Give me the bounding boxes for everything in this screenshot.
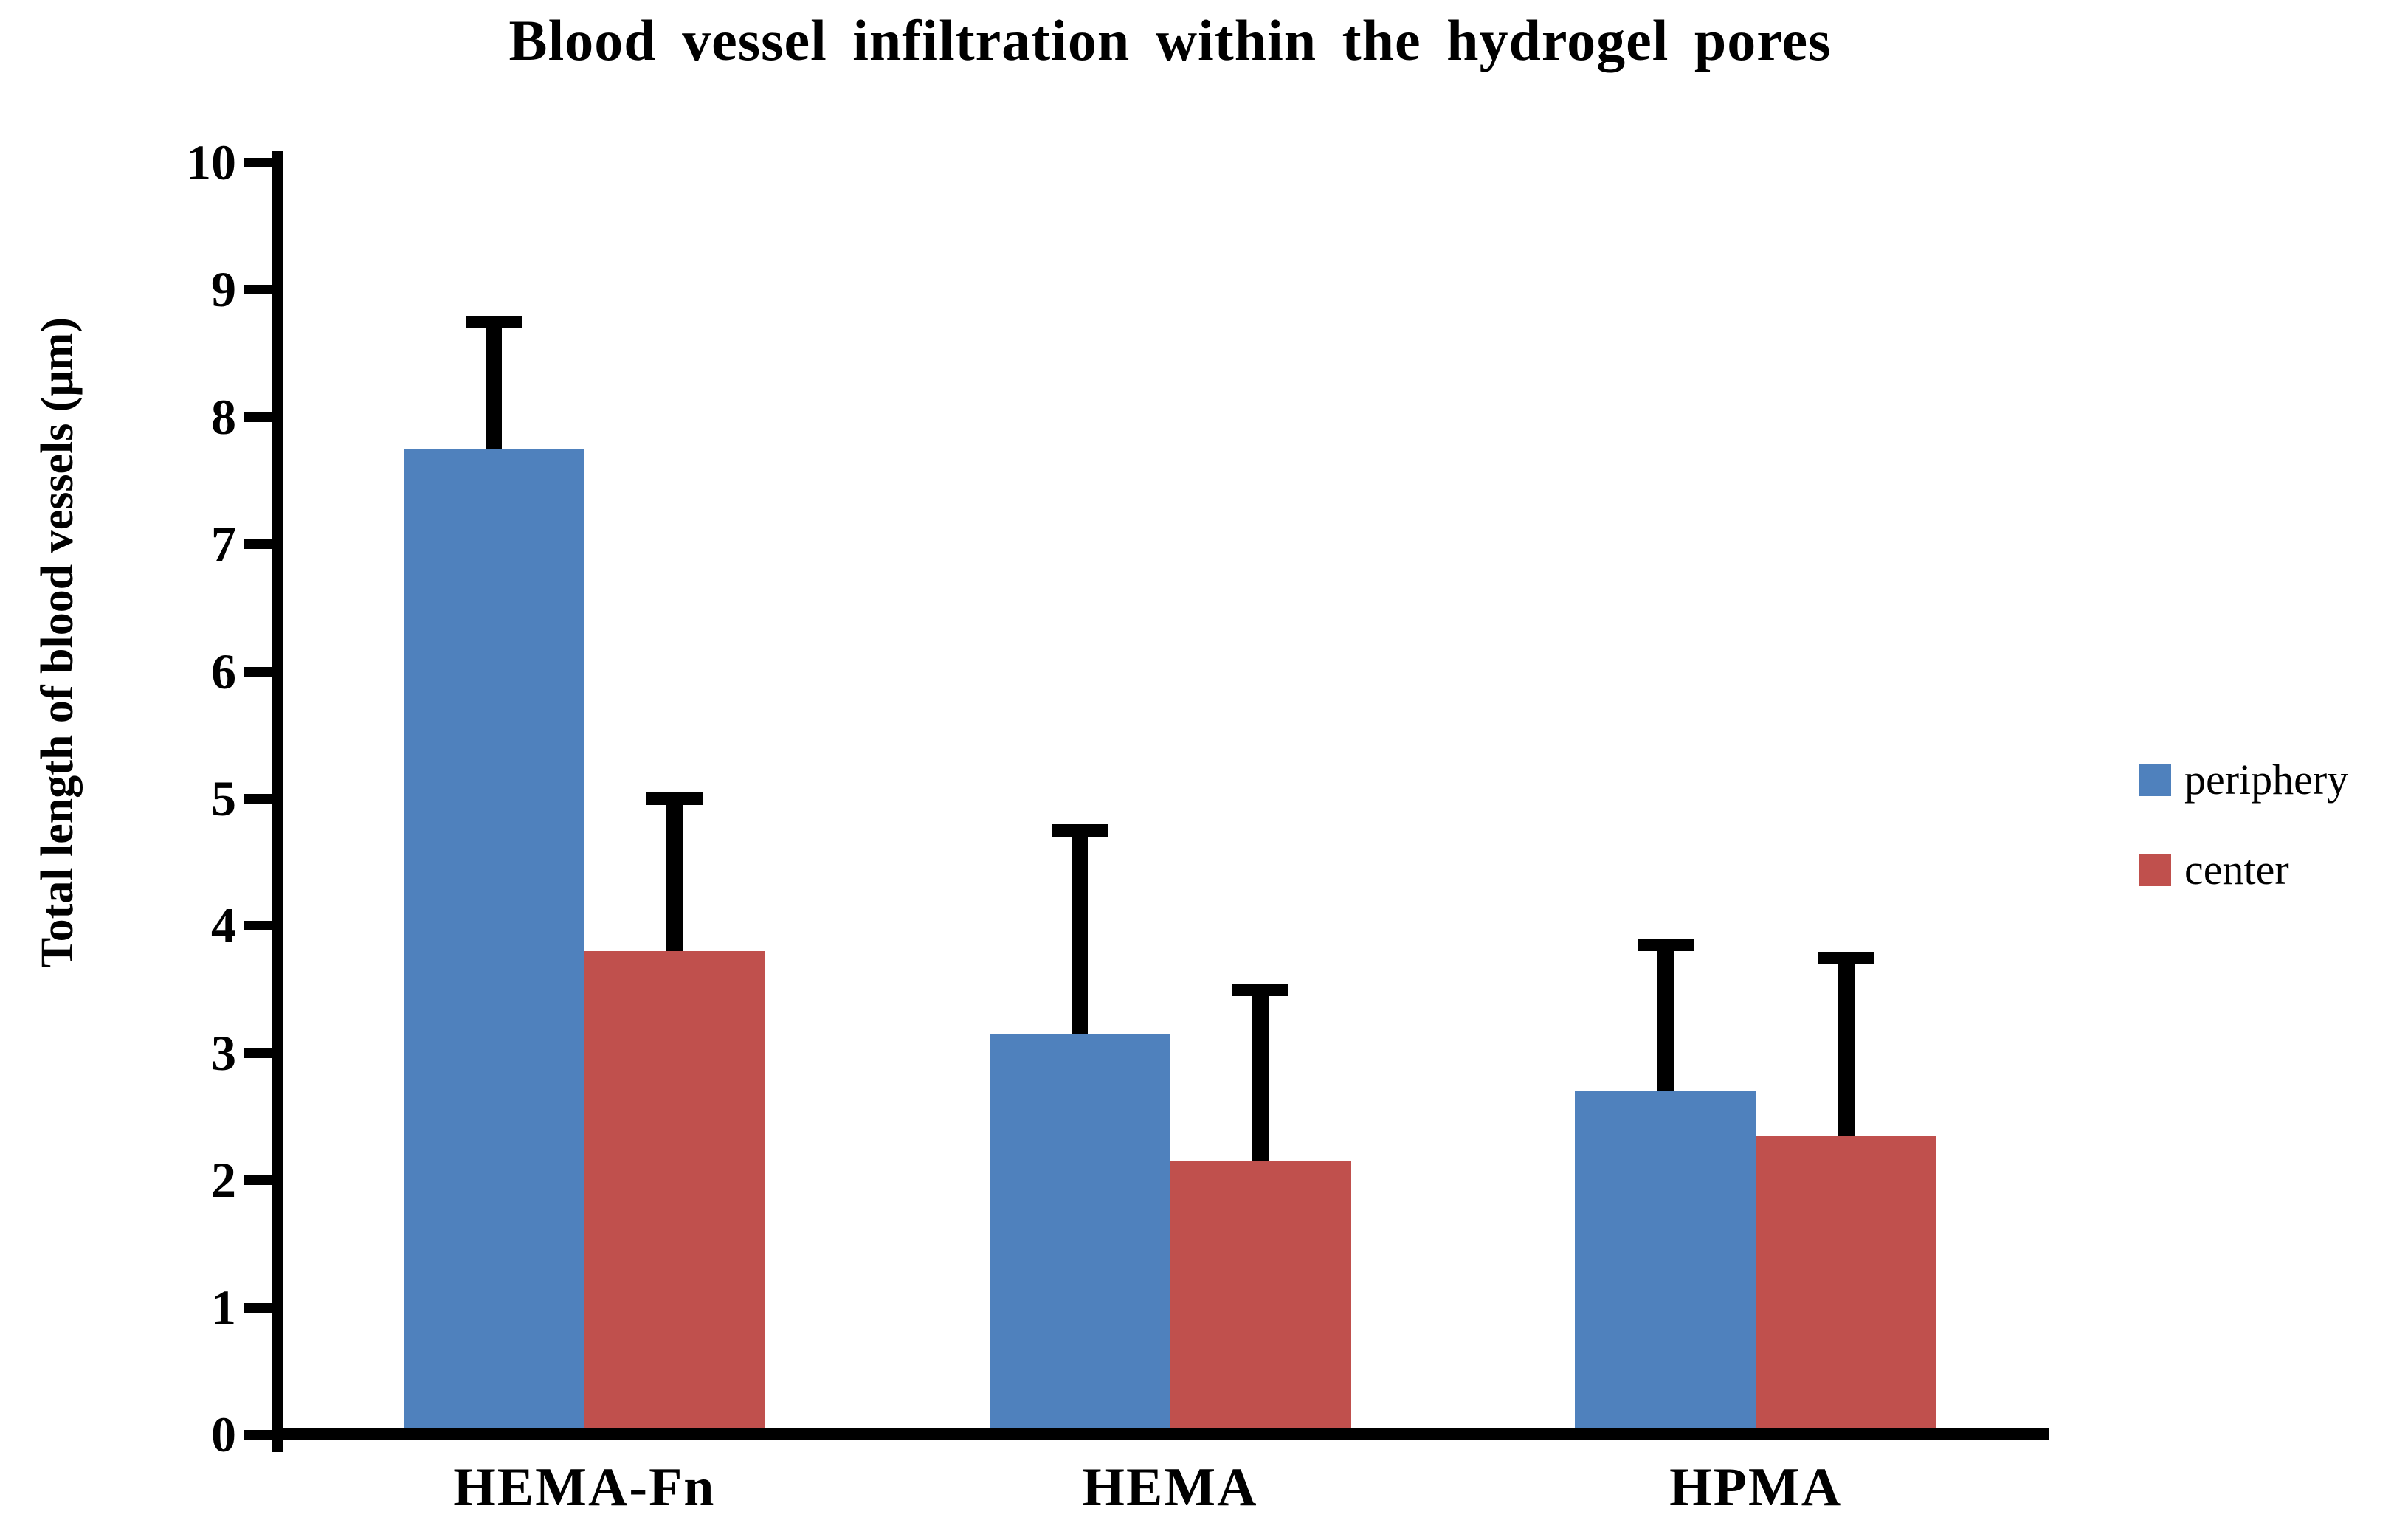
chart-title: Blood vessel infiltration within the hyd… [508,8,1832,72]
y-tick-4 [244,921,272,931]
error-bar-stem-center-HEMA-Fn [666,798,683,951]
y-tick-label-6: 6 [211,643,236,699]
error-bar-cap-periphery-HEMA [1052,824,1108,837]
error-bar-cap-center-HEMA [1232,983,1288,996]
error-bar-stem-periphery-HEMA [1072,830,1088,1034]
y-axis-line [272,151,283,1452]
bar-center-HEMA [1170,1161,1351,1434]
error-bar-stem-center-HEMA [1252,989,1269,1161]
y-tick-label-9: 9 [211,261,236,318]
error-bar-cap-periphery-HEMA-Fn [466,315,522,328]
error-bar-cap-periphery-HPMA [1637,939,1694,952]
y-tick-label-3: 3 [211,1024,236,1081]
periphery-swatch-icon [2139,764,2171,796]
error-bar-stem-periphery-HPMA [1657,944,1674,1091]
y-tick-3 [244,1048,272,1058]
legend: periphery center [2139,759,2348,939]
y-tick-10 [244,158,272,167]
y-tick-8 [244,412,272,422]
y-tick-label-0: 0 [211,1406,236,1462]
legend-item-periphery: periphery [2139,759,2348,801]
bar-center-HEMA-Fn [584,950,765,1434]
y-tick-6 [244,666,272,677]
y-tick-5 [244,794,272,804]
bar-periphery-HPMA [1575,1091,1756,1434]
error-bar-cap-center-HPMA [1818,951,1874,964]
y-tick-2 [244,1175,272,1186]
y-tick-label-2: 2 [211,1152,236,1209]
y-tick-9 [244,285,272,295]
x-axis-line [272,1428,2049,1440]
y-tick-7 [244,539,272,550]
y-tick-label-10: 10 [186,134,236,190]
x-axis-label-HEMA: HEMA [1082,1457,1258,1518]
bar-periphery-HEMA-Fn [403,448,584,1434]
legend-label-center: center [2184,846,2289,894]
y-axis-title: Total length of blood vessels (μm) [32,317,83,968]
error-bar-stem-center-HPMA [1838,957,1855,1136]
x-axis-label-HEMA-Fn: HEMA-Fn [453,1457,716,1518]
y-tick-label-7: 7 [211,516,236,573]
legend-label-periphery: periphery [2184,756,2349,804]
x-axis-label-HPMA: HPMA [1669,1457,1843,1518]
bar-center-HPMA [1756,1135,1937,1434]
y-tick-label-4: 4 [211,897,236,954]
error-bar-cap-center-HEMA-Fn [646,792,703,805]
bar-periphery-HEMA [989,1033,1170,1434]
y-tick-label-1: 1 [211,1279,236,1336]
error-bar-stem-periphery-HEMA-Fn [486,321,503,449]
center-swatch-icon [2139,854,2171,886]
y-tick-label-5: 5 [211,770,236,826]
y-tick-0 [244,1430,272,1440]
y-tick-1 [244,1302,272,1313]
y-tick-label-8: 8 [211,388,236,445]
legend-item-center: center [2139,849,2348,891]
